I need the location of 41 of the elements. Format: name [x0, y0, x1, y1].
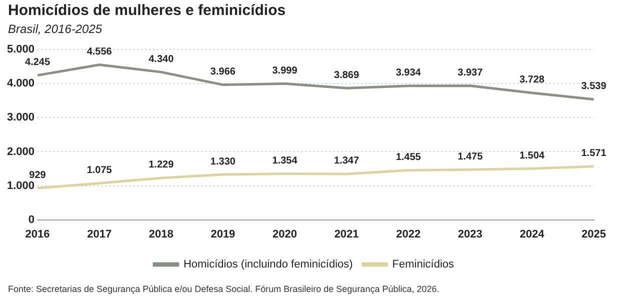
data-label: 1.075	[86, 164, 112, 176]
legend-label: Homicídios (incluindo feminicídios)	[183, 258, 353, 271]
x-tick-label: 2016	[25, 228, 50, 240]
data-label: 4.340	[148, 54, 174, 65]
x-tick-label: 2017	[87, 228, 112, 240]
x-tick-label: 2020	[272, 228, 297, 240]
x-tick-label: 2022	[396, 228, 421, 240]
y-tick-label: 4.000	[6, 78, 35, 90]
y-tick-label: 3.000	[6, 112, 35, 124]
y-tick-label: 5.000	[6, 44, 35, 56]
data-label: 3.728	[519, 74, 545, 86]
data-label: 1.475	[458, 151, 484, 162]
data-label: 1.504	[519, 150, 545, 162]
data-label: 3.966	[210, 66, 236, 78]
x-tick-label: 2024	[520, 228, 546, 240]
data-label: 1.330	[210, 156, 236, 168]
x-tick-label: 2018	[148, 228, 174, 240]
legend-label: Feminicídios	[392, 258, 455, 271]
x-tick-label: 2019	[210, 228, 236, 240]
data-label: 3.999	[272, 65, 298, 76]
data-label: 4.556	[86, 46, 112, 58]
data-label: 929	[29, 170, 46, 181]
y-tick-label: 1.000	[6, 180, 35, 192]
chart-subtitle: Brasil, 2016-2025	[8, 22, 102, 36]
data-label: 1.455	[396, 152, 422, 164]
x-tick-label: 2023	[458, 228, 482, 240]
data-label: 3.937	[458, 68, 484, 79]
x-tick-label: 2021	[334, 228, 359, 240]
data-label: 3.869	[334, 70, 360, 81]
data-label: 1.571	[581, 148, 607, 160]
source-note: Fonte: Secretarias de Segurança Pública e/ou Defesa Social. Fórum Brasileiro de Segurança Pública, 2026.	[8, 284, 440, 294]
data-label: 3.934	[396, 68, 422, 79]
data-label: 3.539	[581, 81, 607, 92]
chart-title: Homicídios de mulheres e feminicídios	[8, 2, 286, 19]
data-label: 4.245	[25, 57, 50, 68]
data-label: 1.347	[334, 156, 360, 167]
y-tick-label: 0	[28, 214, 35, 226]
data-label: 1.354	[272, 155, 298, 166]
data-label: 1.229	[148, 160, 174, 171]
x-tick-label: 2025	[582, 228, 606, 240]
y-tick-label: 2.000	[6, 146, 35, 158]
